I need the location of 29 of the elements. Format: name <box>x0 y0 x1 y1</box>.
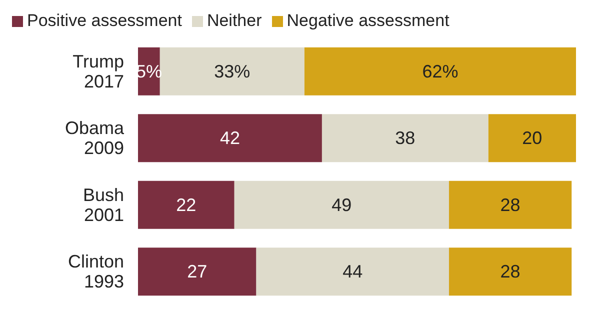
bar <box>256 248 449 296</box>
bar <box>304 47 576 96</box>
data-label: 28 <box>500 194 520 215</box>
y-tick-label: Trump 2017 <box>72 51 124 92</box>
data-label: 20 <box>522 128 542 148</box>
data-label: 38 <box>395 128 416 148</box>
y-tick-label: Clinton 1993 <box>68 252 124 292</box>
y-tick-label: Obama 2009 <box>64 118 125 158</box>
data-label: 27 <box>187 262 208 282</box>
bar <box>322 114 488 162</box>
data-label: 49 <box>332 194 352 215</box>
data-label: 28 <box>500 262 520 282</box>
bar <box>488 114 576 162</box>
data-label: 33% <box>214 61 250 82</box>
data-label: 44 <box>342 262 363 282</box>
data-label: 62% <box>422 61 458 82</box>
bar <box>138 114 322 162</box>
bar <box>448 180 572 229</box>
bar <box>234 180 449 229</box>
legend-label: Neither <box>206 11 262 31</box>
bar <box>138 248 256 296</box>
legend-label: Positive assessment <box>27 11 182 31</box>
data-label: 22 <box>176 194 196 215</box>
legend-label: Negative assessment <box>286 11 450 31</box>
bar <box>160 47 304 96</box>
bar <box>138 180 234 229</box>
y-tick-label: Bush 2001 <box>82 184 124 225</box>
bar <box>448 248 572 296</box>
data-label: 42 <box>220 128 240 148</box>
